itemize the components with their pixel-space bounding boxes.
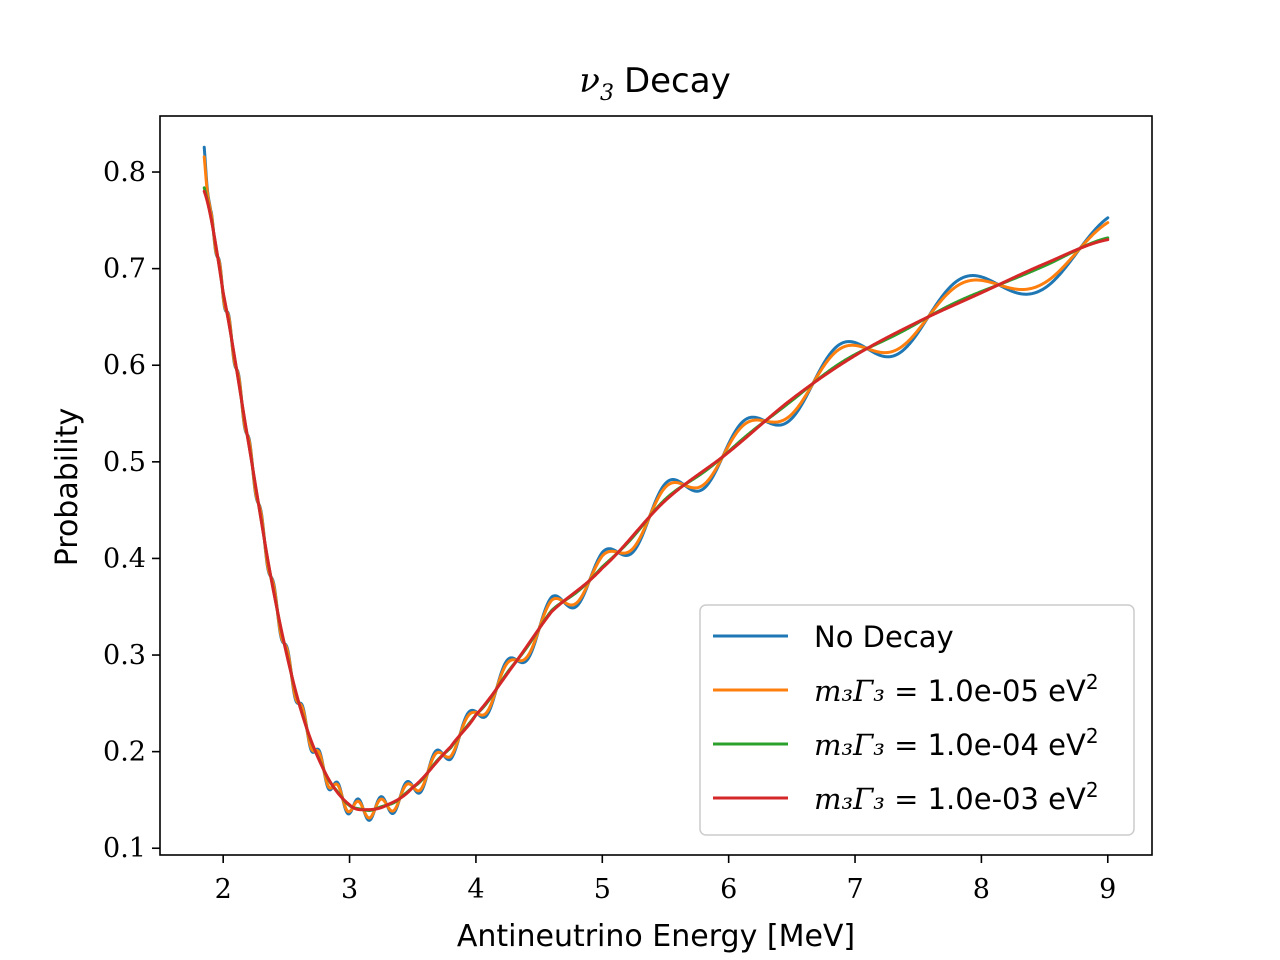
legend-label: m₃Γ₃ = 1.0e-05 eV2 <box>814 670 1099 708</box>
x-tick-label: 6 <box>720 874 737 905</box>
legend-box <box>699 604 1135 836</box>
legend-label: No Decay <box>814 620 954 654</box>
x-tick-label: 4 <box>467 874 484 905</box>
chart-title: ν3 Decay <box>579 61 730 106</box>
title-text: Decay <box>624 61 731 101</box>
y-tick-label: 0.2 <box>103 737 146 768</box>
y-tick-label: 0.7 <box>103 254 146 285</box>
title-symbol: ν <box>579 61 600 101</box>
legend-label: m₃Γ₃ = 1.0e-03 eV2 <box>814 778 1099 816</box>
x-tick-label: 9 <box>1099 874 1116 905</box>
x-tick-label: 5 <box>594 874 611 905</box>
y-tick-label: 0.3 <box>103 640 146 671</box>
y-axis-label: Probability <box>50 408 85 567</box>
y-tick-label: 0.4 <box>103 543 146 574</box>
y-tick-label: 0.8 <box>103 157 146 188</box>
legend-label: m₃Γ₃ = 1.0e-04 eV2 <box>814 724 1099 762</box>
y-tick-label: 0.6 <box>103 350 146 381</box>
y-tick-label: 0.1 <box>103 833 146 864</box>
y-tick-label: 0.5 <box>103 447 146 478</box>
legend: No Decay m₃Γ₃ = 1.0e-05 eV2 m₃Γ₃ = 1.0e-04… <box>699 604 1135 836</box>
x-tick-label: 7 <box>846 874 863 905</box>
x-tick-label: 2 <box>215 874 232 905</box>
x-tick-label: 8 <box>973 874 990 905</box>
series-line-2 <box>202 155 1110 820</box>
y-axis: 0.1 0.2 0.3 0.4 0.5 0.6 0.7 0.8 <box>103 157 160 864</box>
series-line-4 <box>202 189 1110 812</box>
series-layer <box>202 145 1110 822</box>
x-tick-label: 3 <box>341 874 358 905</box>
x-axis-label: Antineutrino Energy [MeV] <box>457 919 855 954</box>
plot-area-frame <box>159 115 1153 856</box>
x-axis: 2 3 4 5 6 7 8 9 <box>215 855 1116 905</box>
title-subscript: 3 <box>600 81 614 106</box>
